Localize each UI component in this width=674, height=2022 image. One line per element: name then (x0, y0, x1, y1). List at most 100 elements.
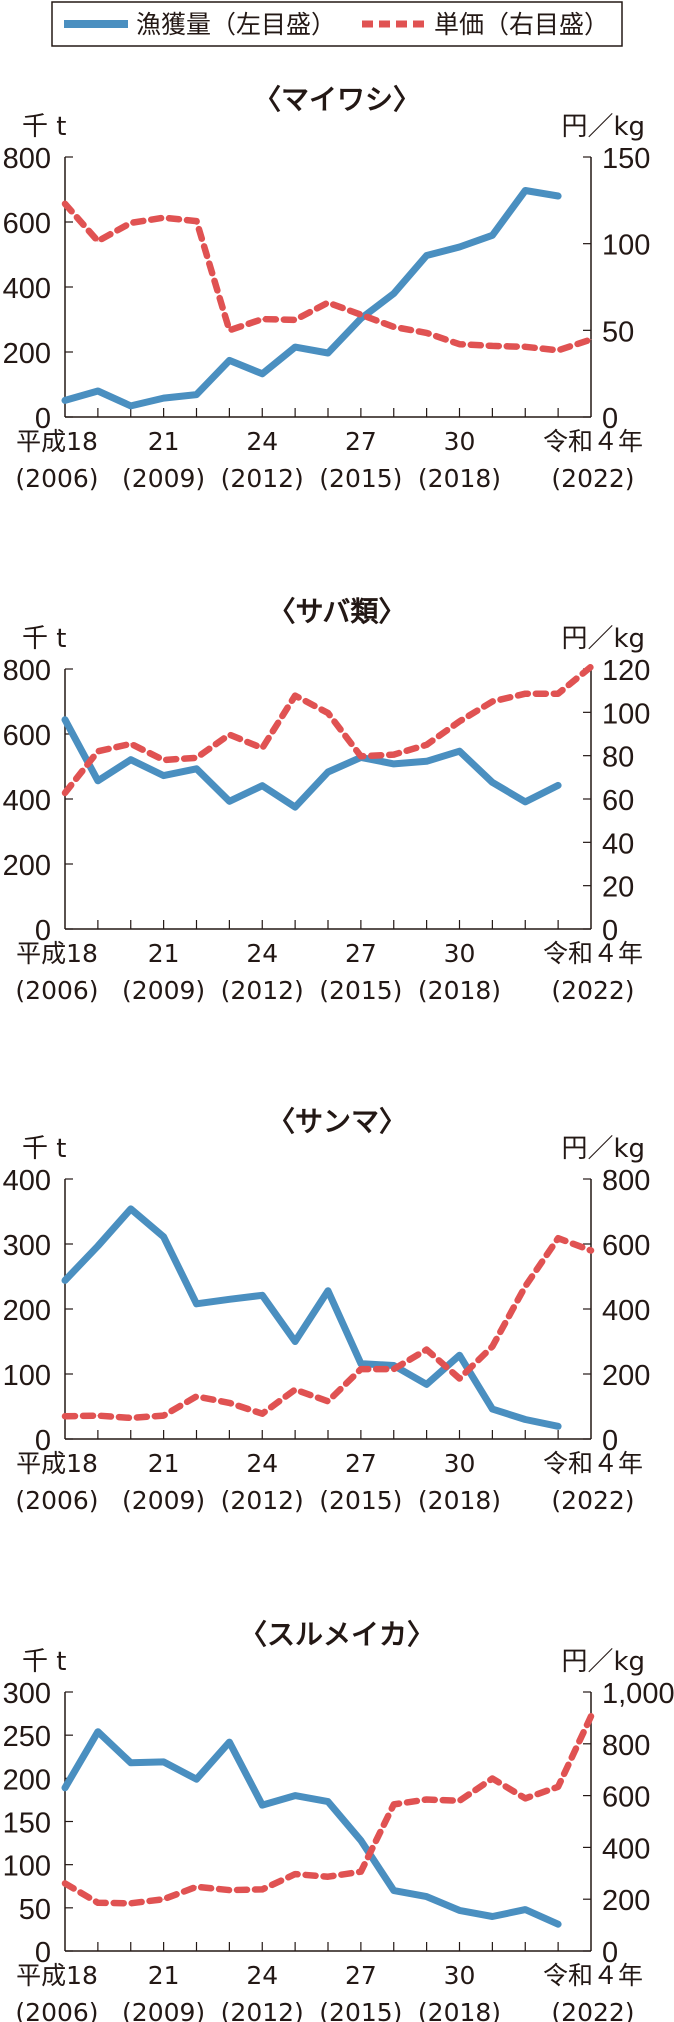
x-tick-label: 30 (444, 939, 476, 968)
catch-point (228, 1741, 230, 1743)
price-point (393, 754, 395, 756)
left-y-tick-label: 300 (3, 1230, 51, 1262)
left-y-tick-label: 600 (3, 720, 51, 752)
chart-0: 〈マイワシ〉千 t 円／kg 0 200 400 600 800 0 50 100 150 平成18 (… (3, 83, 651, 493)
chart-title: 〈サバ類〉 (268, 595, 407, 628)
x-tick-label: 30 (444, 427, 476, 456)
price-point (590, 1715, 592, 1717)
catch-point (294, 346, 296, 348)
price-point (459, 343, 460, 345)
right-axis-unit: 円／kg (561, 112, 645, 142)
chart-1: 〈サバ類〉千 t 円／kg 0 200 400 600 800 0 20 40 60 80 100 120… (3, 595, 651, 1005)
x-tick-label-year: (2009) (122, 1486, 205, 1515)
x-tick-label-year: (2018) (418, 1486, 501, 1515)
x-tick-label-year: (2012) (221, 976, 304, 1005)
right-y-tick-label: 0 (602, 403, 618, 435)
x-tick-label-year: (2012) (221, 1998, 304, 2022)
catch-point (228, 1298, 230, 1300)
catch-point (196, 768, 197, 770)
price-point (261, 747, 263, 749)
x-tick-label: 30 (444, 1961, 476, 1990)
x-tick-label: 21 (148, 1449, 180, 1478)
price-point (524, 1285, 526, 1287)
catch-point (557, 1425, 559, 1427)
x-tick-label: 24 (246, 1449, 278, 1478)
right-axis-unit: 円／kg (561, 1134, 645, 1164)
catch-point (261, 1804, 263, 1806)
x-tick-label: 平成18 (16, 939, 98, 968)
right-y-tick-label: 50 (602, 316, 634, 348)
price-point (163, 1898, 165, 1900)
catch-line (61, 1205, 562, 1430)
catch-line (61, 1728, 562, 1928)
price-point (491, 1345, 493, 1347)
price-point (426, 1798, 428, 1800)
price-point (524, 693, 526, 695)
left-axis-unit: 千 t (22, 1134, 66, 1164)
catch-point (64, 1787, 66, 1789)
catch-point (261, 785, 263, 787)
price-point (130, 1902, 132, 1904)
chart-2: 〈サンマ〉千 t 円／kg 0 100 200 300 400 0 200 400 600 800 平成… (3, 1105, 651, 1515)
right-y-tick-label: 200 (602, 1885, 650, 1917)
catch-point (294, 1341, 296, 1342)
x-tick-label-year: (2015) (319, 1486, 402, 1515)
price-line (61, 1234, 595, 1422)
left-y-tick-label: 400 (3, 1165, 51, 1197)
price-point (590, 1250, 592, 1251)
price-point (196, 1395, 197, 1397)
price-point (590, 666, 592, 668)
price-point (163, 1415, 165, 1417)
x-tick-label: 27 (345, 427, 377, 456)
right-y-tick-label: 60 (602, 785, 634, 817)
left-y-tick-label: 0 (35, 915, 51, 947)
left-y-tick-label: 400 (3, 785, 51, 817)
x-tick-label-year: (2022) (551, 464, 634, 493)
price-point (64, 1415, 66, 1417)
x-tick-label: 24 (246, 1961, 278, 1990)
catch-point (557, 195, 559, 197)
catch-point (97, 780, 99, 782)
catch-point (524, 1419, 526, 1420)
right-y-tick-label: 400 (602, 1833, 650, 1865)
legend: 漁獲量（左目盛） 単価（右目盛） (51, 1, 623, 47)
price-point (491, 1778, 493, 1780)
x-tick-label-year: (2006) (15, 1998, 98, 2022)
chart-title: 〈スルメイカ〉 (239, 1618, 435, 1651)
x-tick-label: 21 (148, 427, 180, 456)
price-point (327, 1400, 329, 1402)
price-point (491, 701, 493, 702)
price-point (459, 1800, 460, 1802)
right-y-tick-label: 120 (602, 655, 650, 687)
price-point (97, 750, 99, 752)
right-y-tick-label: 600 (602, 1782, 650, 1814)
right-y-tick-label: 800 (602, 1165, 650, 1197)
catch-point (491, 1408, 493, 1410)
x-tick-label-year: (2018) (418, 976, 501, 1005)
price-point (228, 734, 230, 736)
price-line (61, 1713, 595, 1907)
price-point (261, 1413, 263, 1415)
left-y-tick-label: 50 (19, 1894, 51, 1926)
left-y-tick-label: 200 (3, 338, 51, 370)
x-tick-label-year: (2009) (122, 976, 205, 1005)
price-point (294, 1389, 296, 1391)
right-axis-unit: 円／kg (561, 1647, 645, 1677)
catch-point (261, 1294, 263, 1296)
catch-point (64, 399, 66, 401)
price-point (196, 220, 197, 222)
price-point (163, 217, 165, 219)
right-y-tick-label: 200 (602, 1360, 650, 1392)
left-y-tick-label: 200 (3, 850, 51, 882)
left-y-tick-label: 100 (3, 1851, 51, 1883)
catch-point (196, 1303, 197, 1305)
catch-point (228, 800, 230, 802)
legend-price-label: 単価（右目盛） (434, 10, 609, 39)
price-point (64, 1882, 66, 1884)
price-point (360, 755, 362, 757)
x-tick-label-year: (2015) (319, 1998, 402, 2022)
catch-point (196, 394, 197, 396)
catch-point (163, 1236, 165, 1238)
catch-point (524, 1909, 526, 1911)
price-point (426, 744, 428, 746)
